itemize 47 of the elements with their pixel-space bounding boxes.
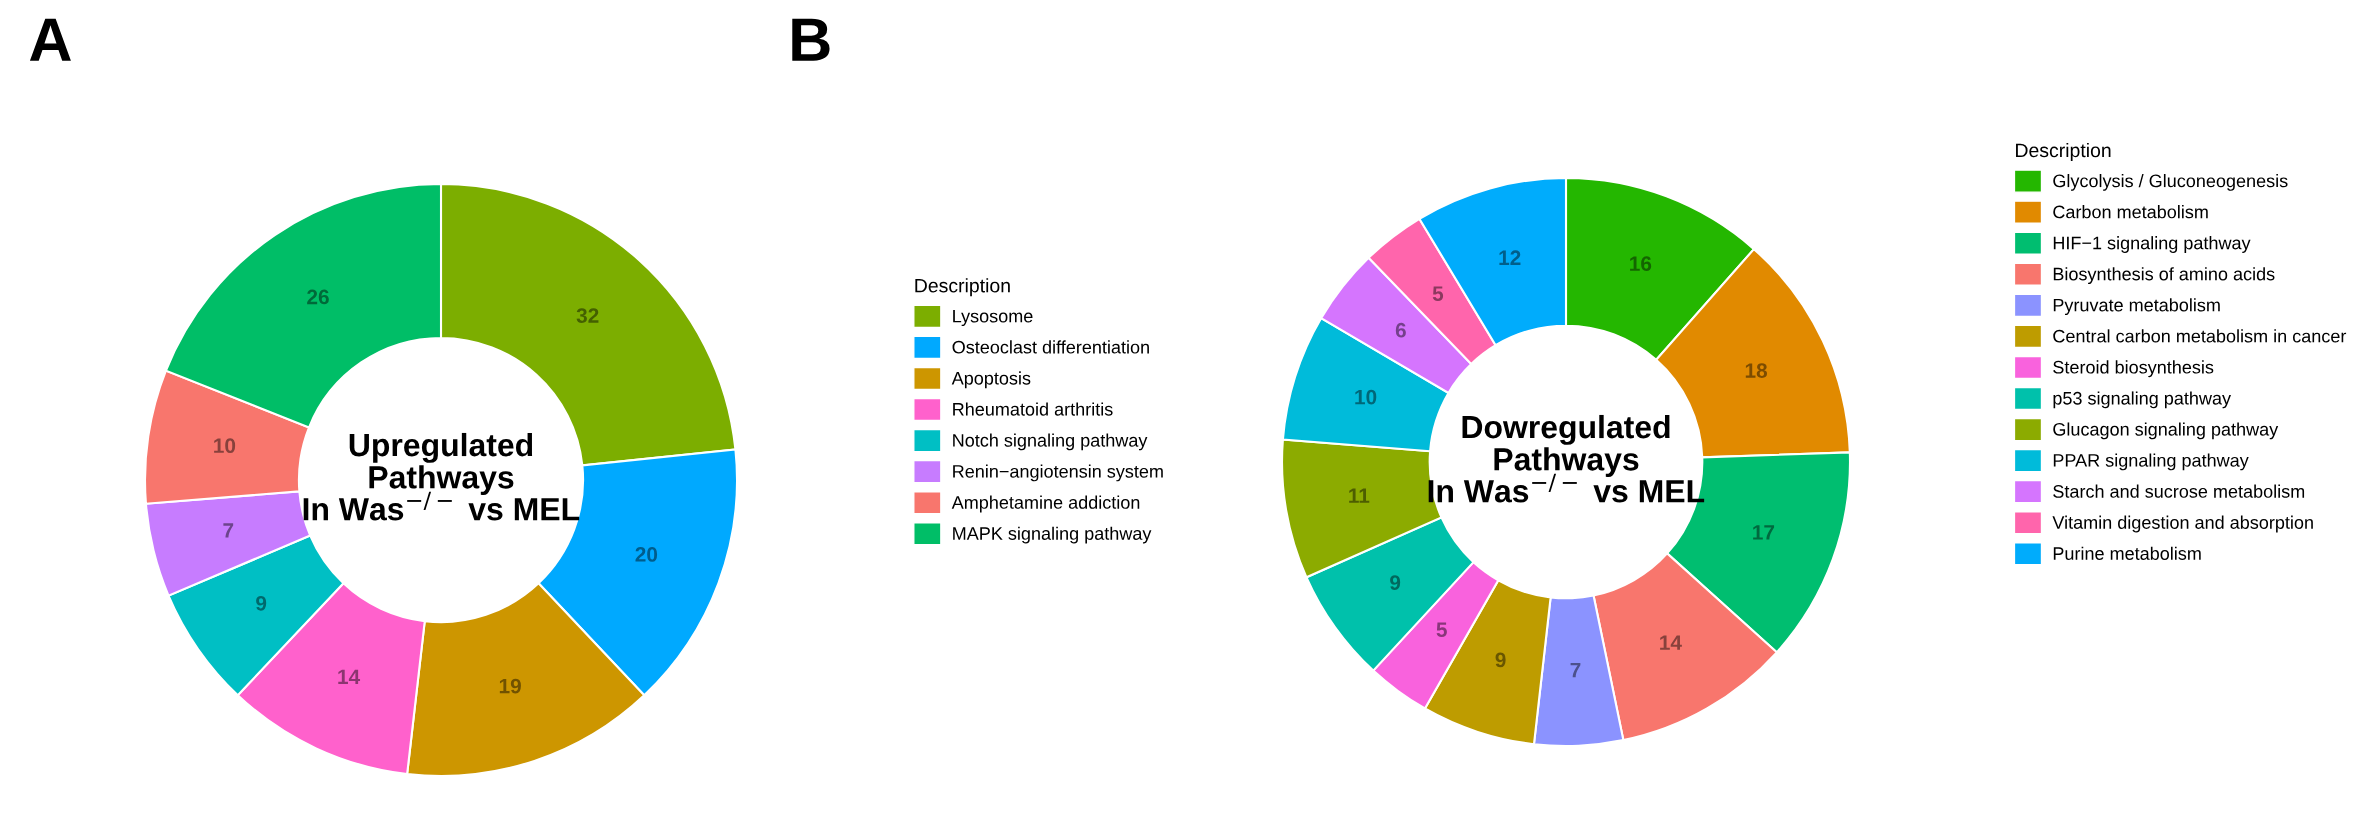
legend-label: Starch and sucrose metabolism	[2053, 484, 2305, 498]
legend-label: Pyruvate metabolism	[2053, 298, 2220, 316]
data-label: 7	[223, 523, 234, 538]
data-label: 5	[1436, 622, 1447, 638]
chart-title: B	[792, 18, 830, 61]
text: Upregulated Pathways In Was$^{−/−}$ vs MEL	[303, 432, 580, 521]
legend-label: Renin−angiotensin system	[953, 464, 1163, 482]
legend-label: Amphetamine addiction	[951, 495, 1140, 513]
legend-title: Description	[915, 278, 1010, 297]
legend-label: Osteoclast differentiation	[952, 340, 1149, 354]
legend-label: Carbon metabolism	[2053, 205, 2208, 219]
data-label: 20	[635, 547, 658, 562]
legend-label: Notch signaling pathway	[953, 433, 1148, 451]
legend-label: Glucagon signaling pathway	[2053, 422, 2279, 440]
data-label: 12	[1499, 250, 1521, 265]
legend-label: Biosynthesis of amino acids	[2053, 267, 2275, 285]
legend-label: p53 signaling pathway	[2053, 391, 2231, 409]
legend-label: Central carbon metabolism in cancer	[2053, 329, 2347, 343]
data-label: 16	[1630, 256, 1652, 272]
legend-title: Description	[2016, 142, 2111, 162]
legend-label: HIF−1 signaling pathway	[2053, 236, 2251, 253]
chart-title: A	[29, 18, 71, 61]
data-label: 26	[307, 289, 329, 305]
legend-label: Lysosome	[953, 309, 1033, 327]
data-label: 14	[1660, 635, 1682, 650]
data-label: 7	[1570, 663, 1581, 678]
data-label: 9	[1390, 575, 1401, 590]
legend-label: Steroid biosynthesis	[2053, 360, 2214, 378]
legend-label: Vitamin digestion and absorption	[2052, 515, 2313, 533]
data-label: 9	[1495, 652, 1506, 668]
legend-label: Rheumatoid arthritis	[953, 402, 1113, 416]
data-label: 5	[1432, 286, 1444, 301]
data-label: 11	[1349, 488, 1370, 503]
data-label: 17	[1753, 525, 1775, 540]
legend-label: PPAR signaling pathway	[2053, 453, 2249, 471]
data-label: 32	[576, 308, 599, 323]
legend-label: MAPK signaling pathway	[953, 526, 1152, 544]
data-label: 14	[338, 669, 361, 684]
data-label: 6	[1395, 322, 1406, 338]
legend-label: Glycolysis / Gluconeogenesis	[2053, 174, 2288, 191]
legend-label: Purine metabolism	[2053, 546, 2201, 560]
data-label: 10	[1355, 389, 1377, 405]
legend-label: Apoptosis	[951, 371, 1031, 389]
data-label: 9	[256, 595, 267, 611]
data-label: 18	[1745, 363, 1768, 378]
data-label: 19	[499, 678, 521, 694]
data-label: 10	[214, 438, 236, 454]
